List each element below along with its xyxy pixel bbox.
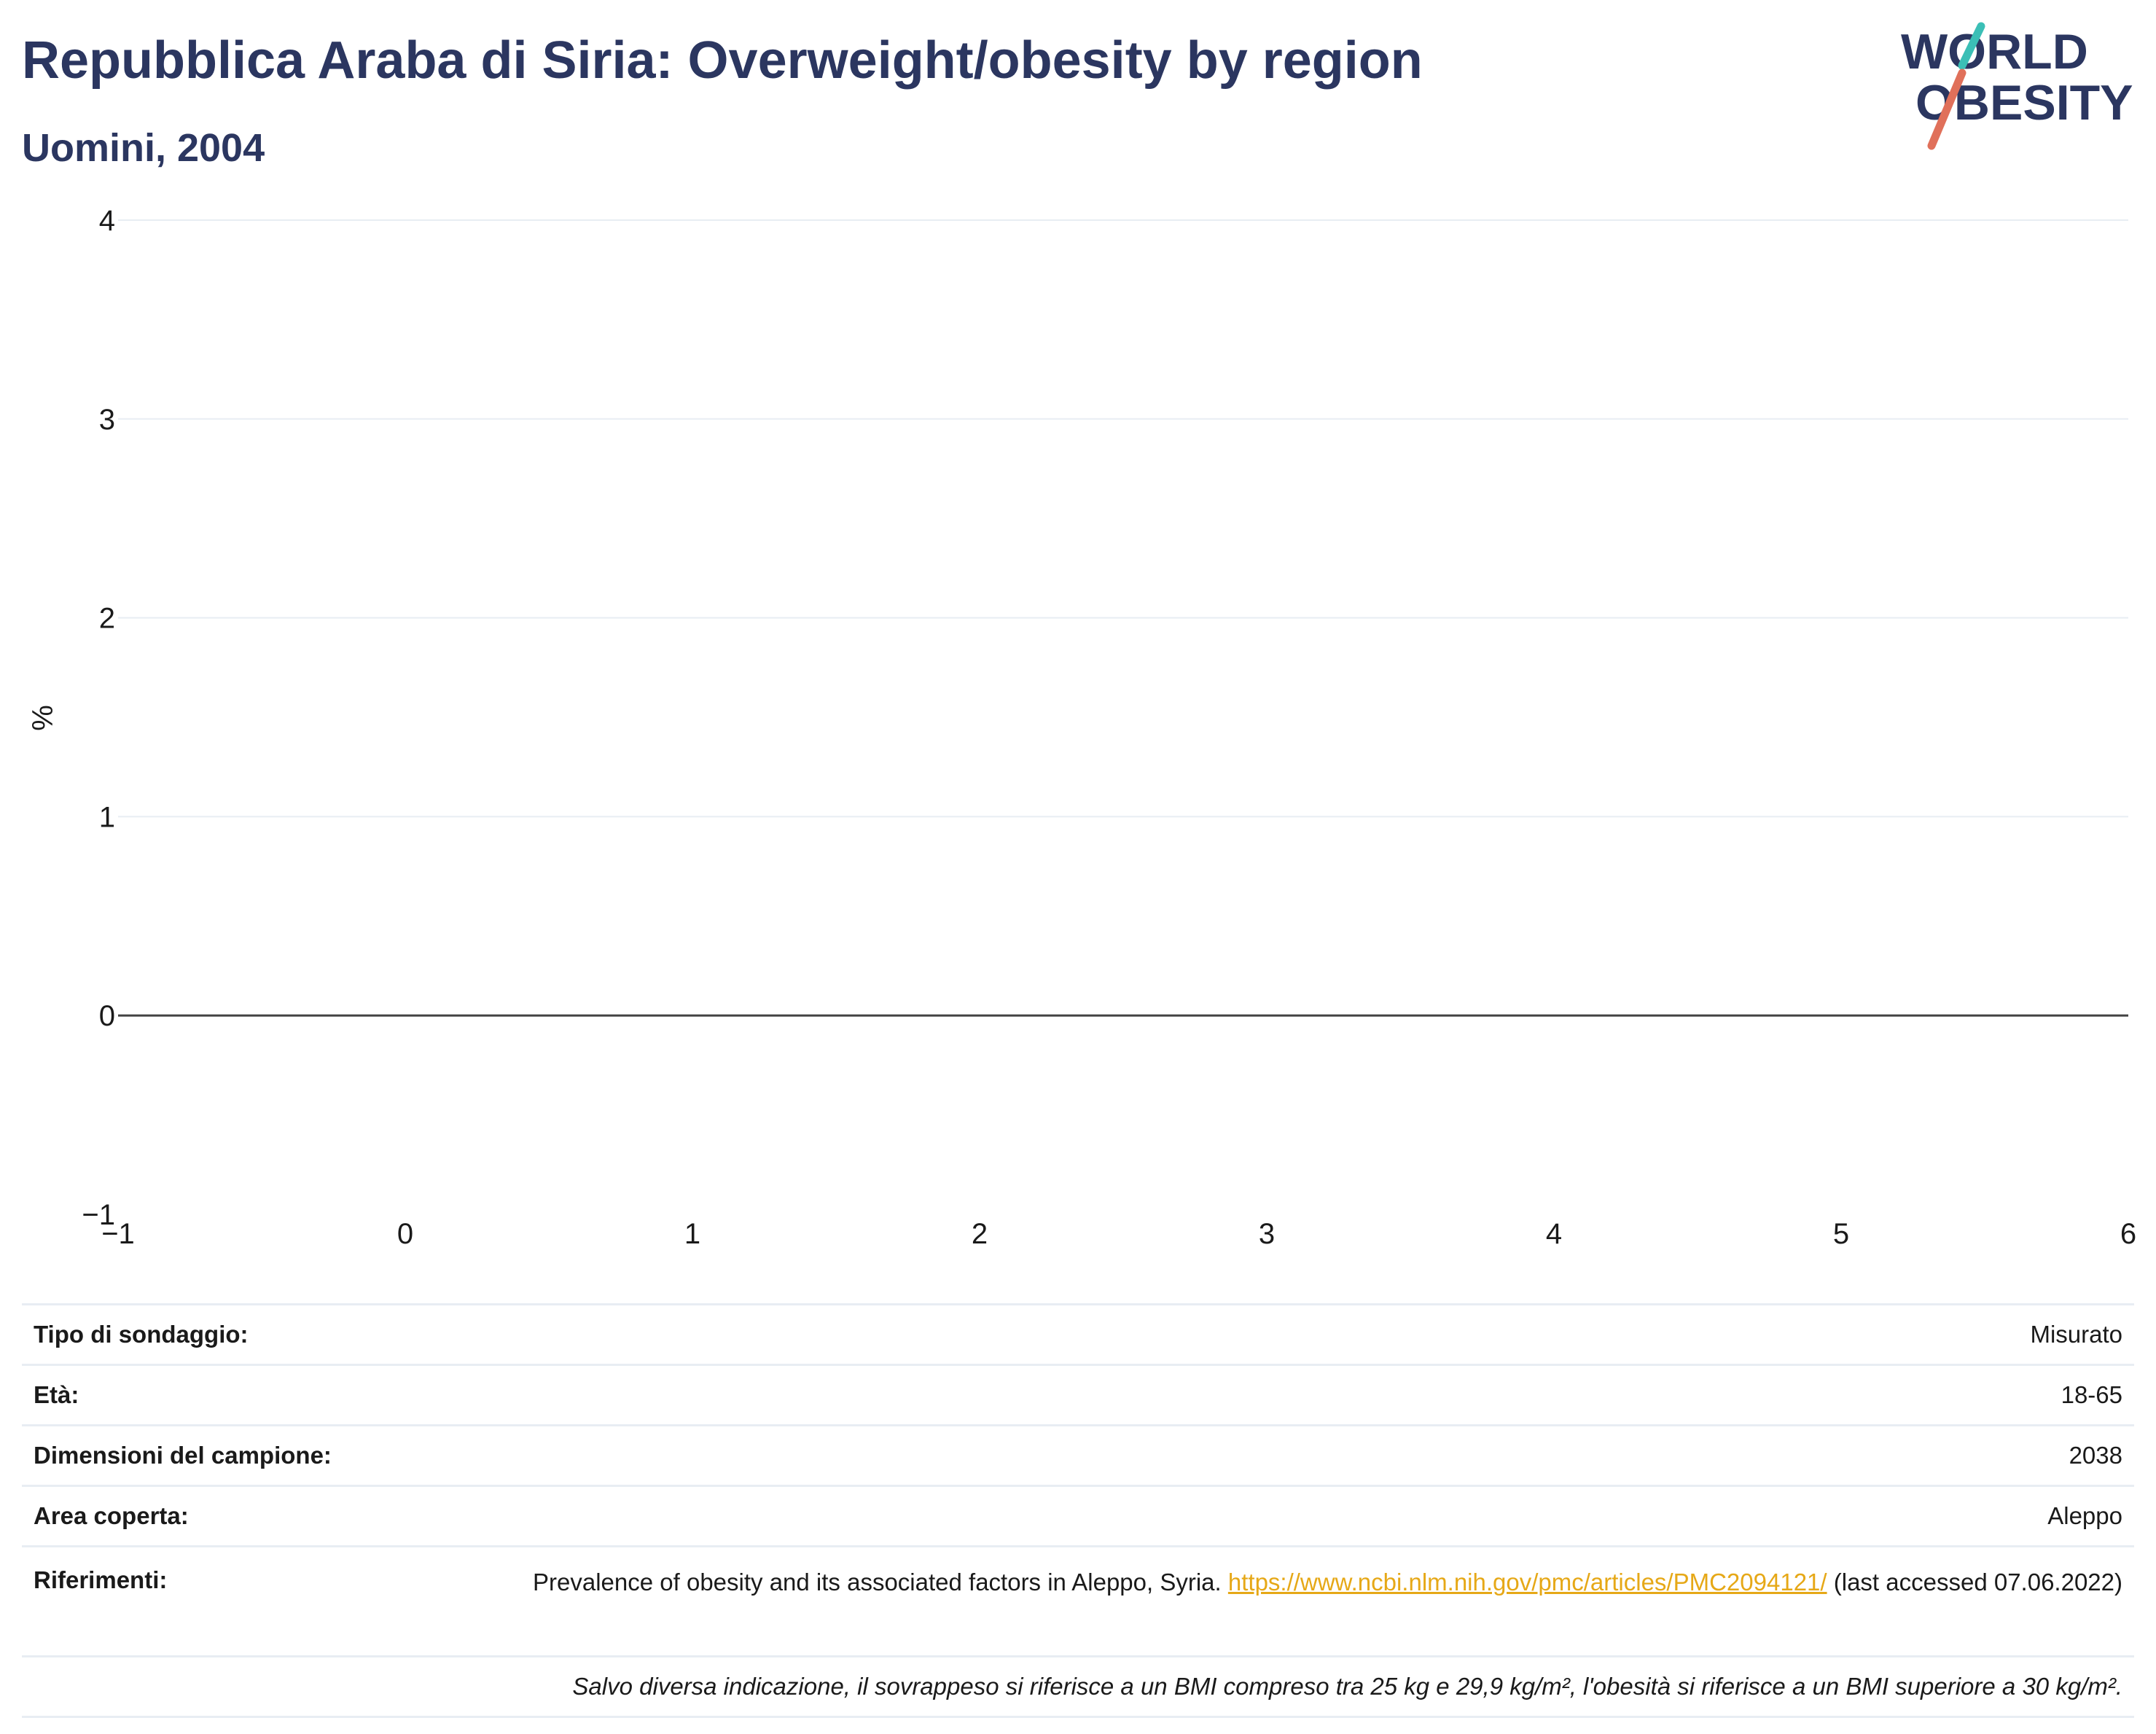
x-tick-label: 3 xyxy=(1259,1218,1275,1250)
y-tick-label: 4 xyxy=(99,205,115,237)
chart-area: % −1 0 1 2 3 4 −1 0 1 2 3 4 5 6 xyxy=(27,205,2136,1250)
logo-slash-coral xyxy=(1927,69,1966,150)
page-subtitle: Uomini, 2004 xyxy=(22,126,265,170)
info-row-sample-size: Dimensioni del campione: 2038 xyxy=(22,1424,2134,1486)
x-tick-label: 6 xyxy=(2120,1218,2136,1250)
info-label: Area coperta: xyxy=(22,1485,497,1547)
x-axis-ticks: −1 0 1 2 3 4 5 6 xyxy=(101,1218,2136,1250)
info-row-age: Età: 18-65 xyxy=(22,1364,2134,1426)
info-value: 18-65 xyxy=(497,1364,2134,1426)
info-value: Misurato xyxy=(497,1303,2134,1365)
x-tick-label: 1 xyxy=(684,1218,700,1250)
info-value: Aleppo xyxy=(497,1485,2134,1547)
page-title: Repubblica Araba di Siria: Overweight/ob… xyxy=(22,31,1423,90)
grid-lines xyxy=(118,219,2128,1017)
x-tick-label: 2 xyxy=(972,1218,988,1250)
info-label: Età: xyxy=(22,1364,497,1426)
survey-info-table: Tipo di sondaggio: Misurato Età: 18-65 D… xyxy=(22,1303,2134,1718)
logo-line-world: WORLD xyxy=(1901,24,2088,79)
x-tick-label: −1 xyxy=(101,1218,135,1250)
info-value: 2038 xyxy=(497,1424,2134,1486)
bmi-note: Salvo diversa indicazione, il sovrappeso… xyxy=(22,1655,2134,1718)
x-tick-label: 4 xyxy=(1546,1218,1562,1250)
reference-text: Prevalence of obesity and its associated… xyxy=(533,1569,1228,1596)
world-obesity-logo: WORLD OBESITY xyxy=(1901,22,2133,150)
y-tick-label: 3 xyxy=(99,404,115,436)
y-tick-label: 0 xyxy=(99,1000,115,1032)
reference-value: Prevalence of obesity and its associated… xyxy=(497,1545,2134,1657)
y-axis-label: % xyxy=(27,705,59,731)
info-label: Dimensioni del campione: xyxy=(22,1424,497,1486)
y-axis-ticks: −1 0 1 2 3 4 xyxy=(82,205,115,1231)
info-row-survey-type: Tipo di sondaggio: Misurato xyxy=(22,1303,2134,1365)
reference-link[interactable]: https://www.ncbi.nlm.nih.gov/pmc/article… xyxy=(1227,1569,1827,1596)
info-label: Riferimenti: xyxy=(22,1545,497,1657)
info-row-note: Salvo diversa indicazione, il sovrappeso… xyxy=(22,1655,2134,1718)
x-tick-label: 5 xyxy=(1833,1218,1849,1250)
info-row-area: Area coperta: Aleppo xyxy=(22,1485,2134,1547)
info-label: Tipo di sondaggio: xyxy=(22,1303,497,1365)
logo-slash-teal xyxy=(1958,22,1985,70)
y-tick-label: −1 xyxy=(82,1199,115,1231)
x-tick-label: 0 xyxy=(397,1218,413,1250)
y-tick-label: 2 xyxy=(99,603,115,635)
reference-accessed: (last accessed 07.06.2022) xyxy=(1827,1569,2122,1596)
y-tick-label: 1 xyxy=(99,801,115,833)
info-row-references: Riferimenti: Prevalence of obesity and i… xyxy=(22,1545,2134,1657)
